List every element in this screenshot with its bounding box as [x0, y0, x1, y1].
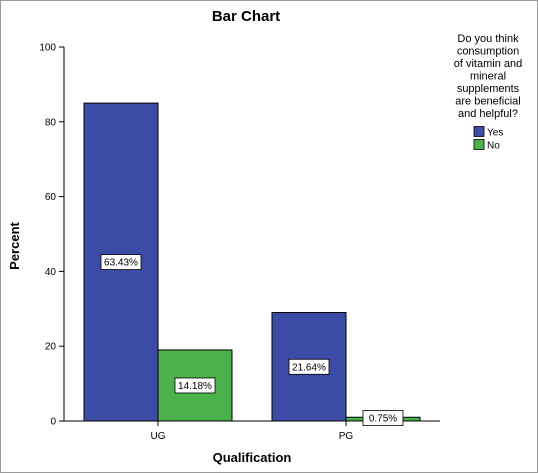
y-tick-label: 60	[45, 192, 57, 203]
legend-swatch-yes	[473, 126, 485, 137]
legend-label-yes: Yes	[487, 128, 503, 139]
x-tick-label: UG	[151, 431, 166, 442]
y-tick-label: 40	[45, 267, 57, 278]
data-label-box	[362, 410, 404, 426]
data-label-box	[100, 254, 142, 270]
data-label: 63.43%	[104, 258, 138, 269]
legend-title-line: mineral	[470, 71, 506, 83]
y-axis-label: Percent	[7, 221, 22, 269]
chart-title: Bar Chart	[212, 8, 280, 25]
legend-label-no: No	[487, 141, 500, 152]
bars: 63.43% 14.18% 21.64% 0.75%	[83, 102, 421, 426]
y-tick-label: 20	[45, 342, 57, 353]
data-label-box	[174, 377, 216, 394]
x-axis-label: Qualification	[213, 450, 292, 465]
x-tick-label: PG	[339, 431, 354, 442]
y-tick-label: 80	[45, 117, 57, 128]
data-label-box	[288, 358, 330, 375]
legend-title-line: of vitamin and	[454, 58, 522, 70]
data-label: 21.64%	[292, 362, 326, 373]
legend-title-line: are beneficial	[455, 96, 520, 108]
legend-title-line: and helpful?	[458, 108, 518, 120]
legend-title-line: supplements	[457, 83, 520, 95]
legend-title-line: Do you think	[457, 33, 519, 45]
legend-swatch-no	[473, 139, 485, 150]
y-tick-label: 0	[50, 417, 56, 428]
y-tick-label: 100	[39, 43, 56, 54]
data-label: 14.18%	[178, 381, 212, 392]
data-label: 0.75%	[369, 414, 397, 425]
legend-title-line: consumption	[457, 46, 519, 58]
